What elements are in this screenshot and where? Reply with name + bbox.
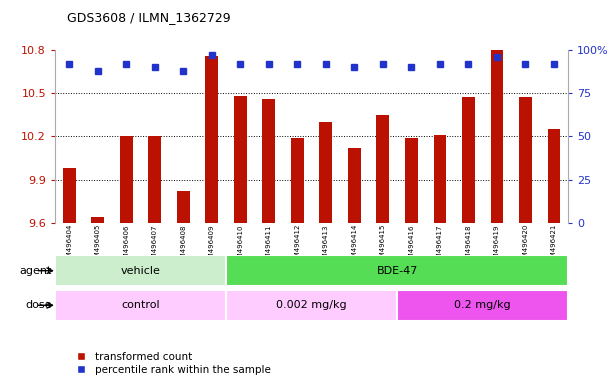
Bar [177, 191, 189, 223]
Bar [226, 290, 397, 321]
Bar [491, 50, 503, 223]
Bar [320, 122, 332, 223]
Text: agent: agent [20, 266, 52, 276]
Text: BDE-47: BDE-47 [376, 266, 418, 276]
Bar [434, 135, 446, 223]
Bar [405, 138, 418, 223]
Bar [462, 98, 475, 223]
Bar [397, 290, 568, 321]
Bar [63, 168, 76, 223]
Bar [291, 138, 304, 223]
Bar [376, 115, 389, 223]
Bar [226, 255, 568, 286]
Text: control: control [121, 300, 160, 310]
Bar [55, 290, 226, 321]
Bar [234, 96, 247, 223]
Bar [148, 136, 161, 223]
Text: dose: dose [26, 300, 52, 310]
Bar [205, 56, 218, 223]
Legend: transformed count, percentile rank within the sample: transformed count, percentile rank withi… [67, 348, 276, 379]
Text: 0.2 mg/kg: 0.2 mg/kg [455, 300, 511, 310]
Bar [91, 217, 104, 223]
Text: 0.002 mg/kg: 0.002 mg/kg [276, 300, 347, 310]
Bar [55, 255, 226, 286]
Text: vehicle: vehicle [120, 266, 161, 276]
Bar [547, 129, 560, 223]
Text: GDS3608 / ILMN_1362729: GDS3608 / ILMN_1362729 [67, 12, 231, 25]
Bar [519, 98, 532, 223]
Bar [262, 99, 275, 223]
Bar [348, 148, 360, 223]
Bar [120, 136, 133, 223]
